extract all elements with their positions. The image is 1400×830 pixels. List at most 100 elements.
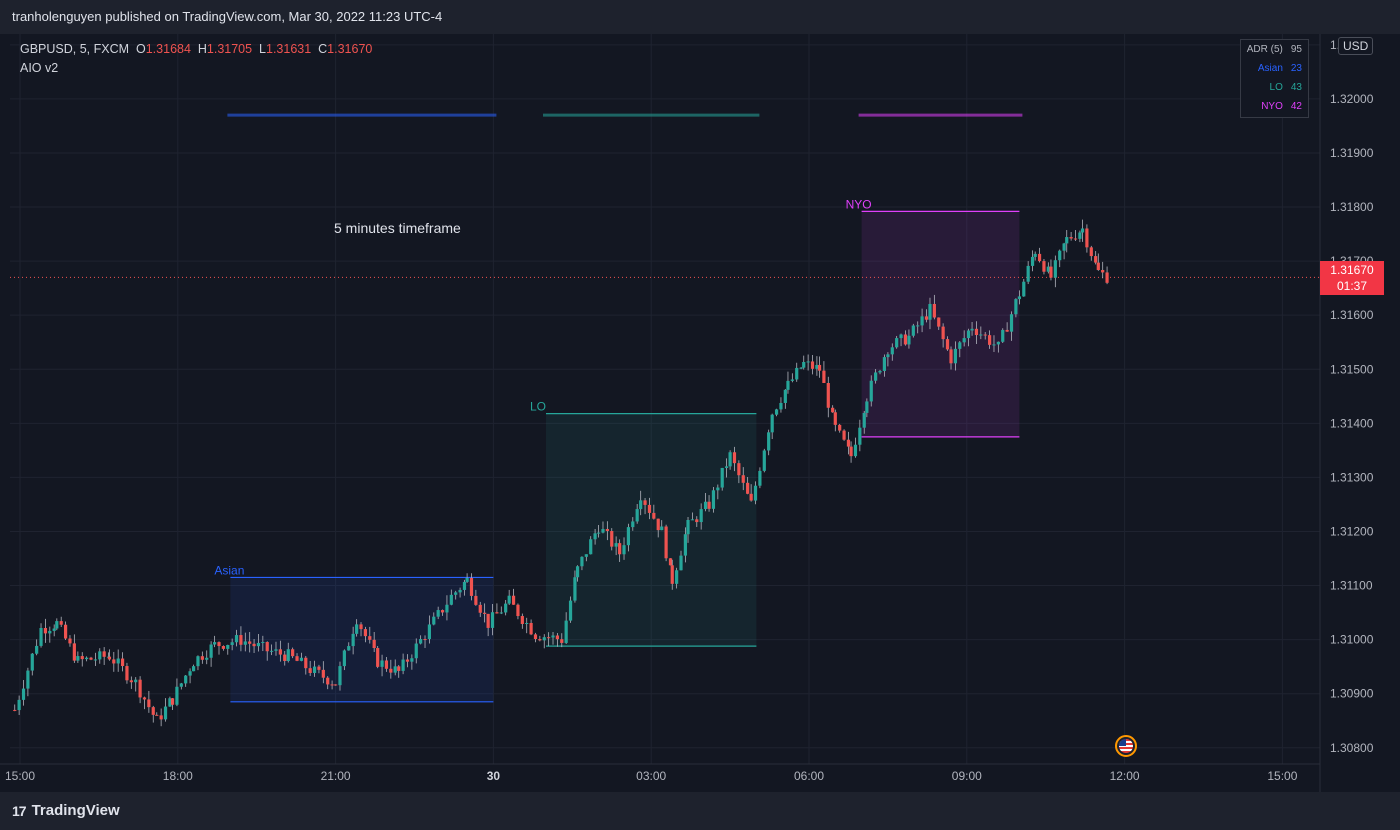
candle-body	[98, 651, 102, 660]
candle-body	[39, 627, 43, 646]
candle-body	[393, 666, 397, 673]
candle-body	[711, 490, 716, 509]
candle-body	[462, 581, 467, 590]
candle-body	[882, 357, 886, 371]
candle-body	[326, 677, 330, 685]
price-tick-label: 1.31400	[1330, 416, 1374, 430]
adr-row-label: NYO	[1261, 101, 1283, 112]
candle-body	[163, 706, 168, 720]
candle-body	[810, 361, 815, 369]
candle-body	[17, 699, 21, 711]
candle-body	[560, 639, 564, 643]
candle-body	[21, 688, 26, 700]
candle-body	[230, 642, 234, 645]
candle-body	[427, 624, 432, 640]
candle-body	[643, 500, 647, 505]
candle-body	[1037, 253, 1042, 262]
candle-body	[116, 658, 120, 664]
candle-body	[504, 603, 508, 613]
candle-body	[243, 641, 247, 645]
price-axis	[1320, 34, 1400, 792]
price-tick-label: 1.31300	[1330, 470, 1374, 484]
candle-body	[13, 709, 17, 711]
candle-body	[1017, 296, 1021, 300]
candle-body	[720, 467, 724, 488]
candle-body	[85, 657, 89, 660]
candle-body	[397, 666, 401, 671]
candle-body	[188, 671, 192, 676]
candle-body	[741, 475, 745, 483]
candle-body	[389, 668, 393, 673]
us-flag-icon[interactable]	[1115, 735, 1137, 757]
candle-body	[842, 430, 846, 440]
chart-legend: GBPUSD, 5, FXCM O 1.31684 H 1.31705 L 1.316…	[20, 39, 372, 77]
candle-body	[1022, 281, 1026, 297]
candle-body	[436, 610, 440, 617]
candle-body	[89, 657, 93, 660]
candle-body	[865, 401, 869, 413]
candle-body	[983, 334, 987, 336]
adr-row-nyo: NYO 42	[1241, 97, 1308, 116]
candle-body	[159, 715, 163, 720]
candle-body	[774, 409, 779, 415]
candle-body	[338, 666, 342, 686]
candle-body	[589, 539, 593, 555]
candle-body	[334, 684, 338, 686]
candle-body	[112, 659, 116, 664]
time-tick-label: 06:00	[794, 769, 824, 783]
candle-body	[432, 616, 436, 625]
candle-body	[958, 342, 962, 349]
candle-body	[283, 654, 287, 662]
candle-body	[120, 658, 125, 667]
candle-body	[261, 642, 265, 644]
candle-body	[610, 531, 614, 547]
time-tick-label: 03:00	[636, 769, 666, 783]
tradingview-logo[interactable]: 17 TradingView	[12, 802, 120, 819]
candle-body	[614, 543, 618, 547]
price-tick-label: 1.30900	[1330, 687, 1374, 701]
candle-body	[134, 679, 138, 683]
candle-body	[639, 500, 643, 510]
candle-body	[359, 624, 363, 630]
candle-body	[129, 680, 133, 683]
candle-body	[175, 686, 179, 705]
candle-body	[895, 338, 899, 348]
price-chart[interactable]: 1.30800 1.30900 1.31000 1.31100 1.31200 1.313…	[0, 34, 1400, 792]
price-tick-label: 1.31800	[1330, 200, 1374, 214]
candle-body	[474, 595, 478, 605]
candle-body	[1069, 237, 1073, 239]
current-price-value: 1.31670	[1330, 263, 1374, 277]
candle-body	[93, 659, 97, 661]
candle-body	[992, 344, 996, 346]
candle-body	[656, 518, 660, 531]
candle-body	[499, 612, 503, 614]
indicator-label[interactable]: AIO v2	[20, 60, 59, 75]
candle-body	[138, 679, 142, 698]
candle-body	[1062, 243, 1066, 251]
candle-body	[1001, 329, 1005, 342]
candle-body	[806, 361, 810, 363]
candle-body	[732, 452, 737, 464]
candle-body	[196, 656, 200, 667]
candle-body	[55, 621, 59, 629]
candle-body	[1101, 269, 1105, 273]
candle-body	[1005, 329, 1009, 332]
open-value: 1.31684	[145, 41, 191, 56]
candle-body	[817, 364, 822, 371]
time-tick-label: 12:00	[1110, 769, 1140, 783]
footer-bar	[0, 792, 1400, 830]
time-tick-label: 15:00	[5, 769, 35, 783]
candle-body	[516, 604, 520, 617]
candle-body	[1042, 261, 1046, 272]
symbol-label[interactable]: GBPUSD, 5, FXCM	[20, 41, 130, 56]
candle-body	[878, 370, 882, 373]
candle-body	[690, 519, 695, 521]
candle-body	[862, 412, 866, 428]
candle-body	[675, 570, 679, 584]
candle-body	[376, 648, 380, 667]
candle-body	[564, 620, 568, 643]
candle-body	[903, 334, 908, 345]
currency-button[interactable]: USD	[1338, 37, 1374, 55]
adr-row-value: 23	[1290, 63, 1302, 74]
candle-body	[299, 657, 304, 661]
